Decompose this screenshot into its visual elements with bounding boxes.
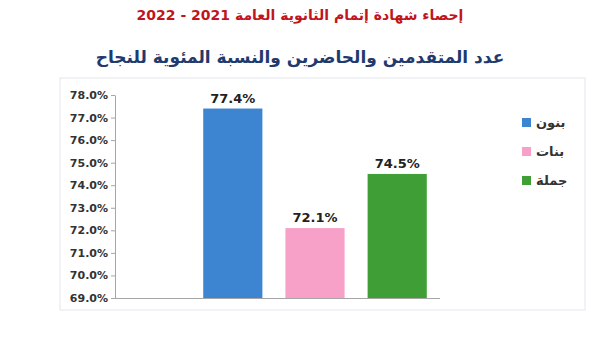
bars xyxy=(203,109,427,298)
y-tick-label: 69.0% xyxy=(70,292,108,305)
y-tick: 78.0% xyxy=(70,89,115,102)
chart-container: إحصاء شهادة إتمام الثانوية العامة 2021 -… xyxy=(0,0,600,352)
legend: بنون بنات جملة xyxy=(522,115,567,188)
y-tick: 71.0% xyxy=(70,247,115,260)
data-labels: 77.4% 72.1% 74.5% xyxy=(210,91,419,226)
legend-label: بنون xyxy=(536,115,565,130)
data-label: 77.4% xyxy=(210,91,255,106)
y-axis-line xyxy=(115,96,116,299)
legend-label: بنات xyxy=(536,144,564,159)
y-tick: 74.0% xyxy=(70,179,115,192)
y-tick-label: 78.0% xyxy=(70,89,108,102)
bar xyxy=(368,174,427,298)
legend-swatch xyxy=(522,147,531,156)
data-label: 74.5% xyxy=(375,156,420,171)
legend-swatch xyxy=(522,176,531,185)
chart-svg: إحصاء شهادة إتمام الثانوية العامة 2021 -… xyxy=(0,0,600,352)
y-tick-mark xyxy=(111,298,115,299)
bar xyxy=(203,109,262,298)
y-tick-label: 74.0% xyxy=(70,179,108,192)
legend-swatch xyxy=(522,118,531,127)
y-tick-label: 77.0% xyxy=(70,112,108,125)
bar xyxy=(285,228,344,298)
y-tick-label: 71.0% xyxy=(70,247,108,260)
y-tick-label: 76.0% xyxy=(70,134,108,147)
y-tick: 73.0% xyxy=(70,202,115,215)
x-axis xyxy=(115,298,440,299)
y-tick: 76.0% xyxy=(70,134,115,147)
y-tick: 70.0% xyxy=(70,269,115,282)
x-axis-line xyxy=(115,298,440,299)
chart-frame xyxy=(60,78,585,310)
y-tick-mark xyxy=(111,163,115,164)
y-tick-label: 75.0% xyxy=(70,157,108,170)
y-tick-mark xyxy=(111,140,115,141)
y-tick: 75.0% xyxy=(70,157,115,170)
data-label: 72.1% xyxy=(292,210,337,225)
y-tick-mark xyxy=(111,95,115,96)
y-tick-mark xyxy=(111,118,115,119)
y-tick-mark xyxy=(111,230,115,231)
y-tick: 72.0% xyxy=(70,224,115,237)
y-tick-label: 70.0% xyxy=(70,269,108,282)
chart-subtitle: عدد المتقدمين والحاضرين والنسبة المئوية … xyxy=(96,47,505,68)
chart-title: إحصاء شهادة إتمام الثانوية العامة 2021 -… xyxy=(137,7,464,24)
y-axis: 69.0% 70.0% 71.0% 72.0% 73.0% 74.0% 75.0% 76.0%… xyxy=(70,89,116,305)
y-tick-mark xyxy=(111,275,115,276)
legend-label: جملة xyxy=(536,173,567,188)
y-tick: 77.0% xyxy=(70,112,115,125)
y-tick: 69.0% xyxy=(70,292,115,305)
y-tick-label: 72.0% xyxy=(70,224,108,237)
y-tick-mark xyxy=(111,208,115,209)
y-tick-mark xyxy=(111,185,115,186)
y-tick-mark xyxy=(111,253,115,254)
y-tick-label: 73.0% xyxy=(70,202,108,215)
